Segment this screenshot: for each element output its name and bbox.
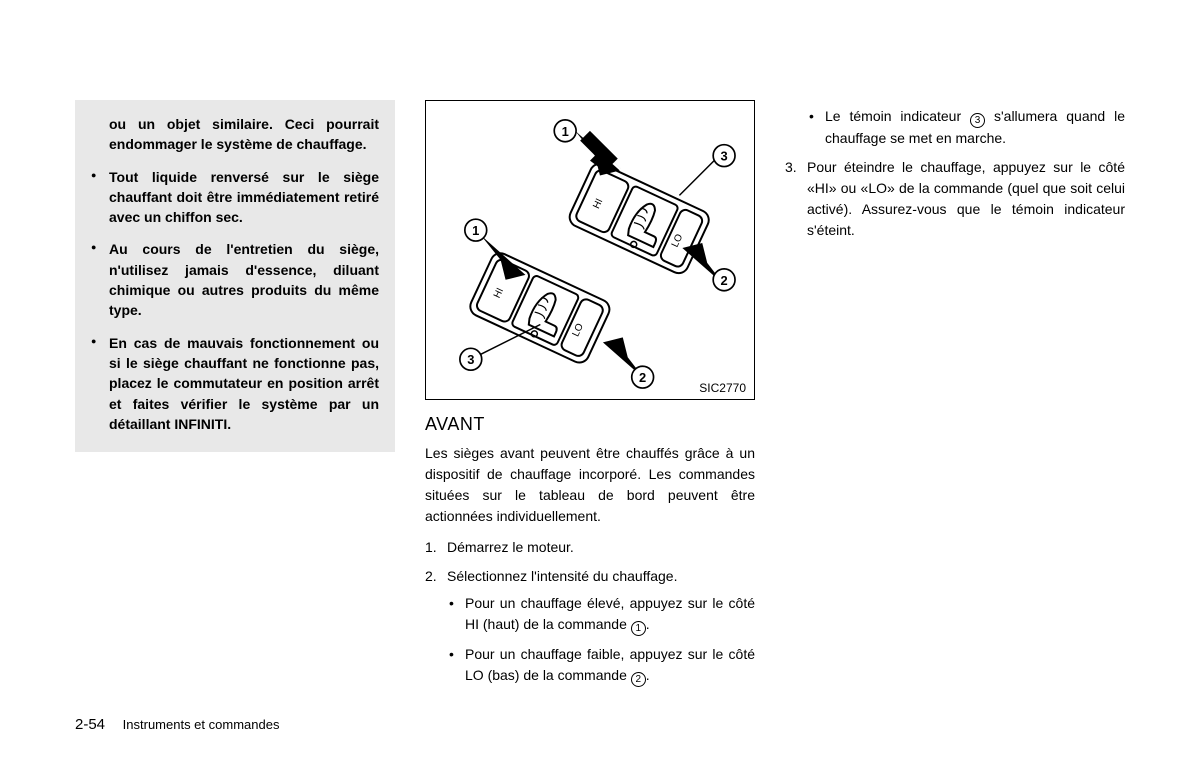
circled-number-icon: 2: [631, 672, 646, 687]
steps-list: 1. Démarrez le moteur. 2. Sélectionnez l…: [425, 537, 755, 687]
step-3: 3. Pour éteindre le chauffage, appuyez s…: [785, 157, 1125, 241]
step-text: Pour éteindre le chauffage, appuyez sur …: [807, 159, 1125, 238]
circled-number-icon: 1: [631, 621, 646, 636]
step-2: 2. Sélectionnez l'intensité du chauffage…: [425, 566, 755, 687]
section-intro: Les sièges avant peuvent être chauffés g…: [425, 443, 755, 527]
seat-heater-diagram: HI LO HI LO: [426, 101, 754, 399]
sub-item: Pour un chauffage faible, appuyez sur le…: [447, 644, 755, 687]
step-text: Démarrez le moteur.: [447, 539, 574, 555]
warning-item: Au cours de l'entretien du siège, n'util…: [91, 239, 379, 320]
page-content: ou un objet similaire. Ceci pourrait end…: [0, 0, 1200, 695]
page-number: 2-54: [75, 716, 105, 733]
step-text: Sélectionnez l'intensité du chauffage.: [447, 568, 677, 584]
step-1: 1. Démarrez le moteur.: [425, 537, 755, 558]
step-number: 2.: [425, 566, 437, 587]
page-footer: 2-54 Instruments et commandes: [75, 716, 279, 733]
step-2-sublist: Pour un chauffage élevé, appuyez sur le …: [447, 593, 755, 687]
warning-list: Tout liquide renversé sur le siège chauf…: [91, 167, 379, 435]
svg-text:1: 1: [562, 124, 569, 139]
warning-item: Tout liquide renversé sur le siège chauf…: [91, 167, 379, 228]
column-right: Le témoin indicateur 3 s'allumera quand …: [785, 100, 1125, 695]
steps-list-continued: 3. Pour éteindre le chauffage, appuyez s…: [785, 157, 1125, 241]
figure-box: HI LO HI LO: [425, 100, 755, 400]
svg-text:3: 3: [467, 352, 474, 367]
warning-box: ou un objet similaire. Ceci pourrait end…: [75, 100, 395, 452]
chapter-title: Instruments et commandes: [123, 717, 280, 732]
warning-item: En cas de mauvais fonctionnement ou si l…: [91, 333, 379, 434]
sub-item: Pour un chauffage élevé, appuyez sur le …: [447, 593, 755, 636]
warning-intro: ou un objet similaire. Ceci pourrait end…: [91, 114, 379, 155]
step-2-sublist-continued: Le témoin indicateur 3 s'allumera quand …: [807, 106, 1125, 149]
svg-text:2: 2: [721, 273, 728, 288]
column-left: ou un objet similaire. Ceci pourrait end…: [75, 100, 395, 695]
svg-text:3: 3: [721, 149, 728, 164]
step-number: 1.: [425, 537, 437, 558]
step-number: 3.: [785, 157, 797, 178]
sub-item: Le témoin indicateur 3 s'allumera quand …: [807, 106, 1125, 149]
svg-text:1: 1: [472, 223, 479, 238]
svg-text:2: 2: [639, 370, 646, 385]
circled-number-icon: 3: [970, 113, 985, 128]
section-title: AVANT: [425, 414, 755, 435]
figure-caption: SIC2770: [699, 381, 746, 395]
column-middle: HI LO HI LO: [425, 100, 755, 695]
